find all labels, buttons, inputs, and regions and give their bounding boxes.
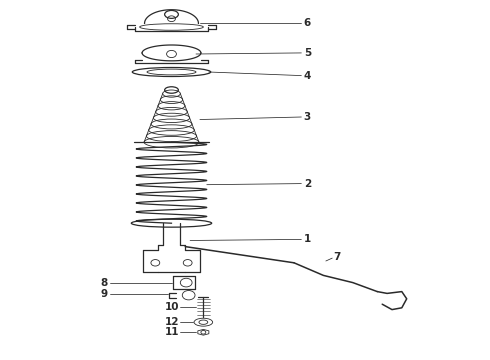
Text: 1: 1 xyxy=(304,234,311,244)
Text: 11: 11 xyxy=(164,327,179,337)
Text: 6: 6 xyxy=(304,18,311,28)
Text: 12: 12 xyxy=(164,317,179,327)
Text: 8: 8 xyxy=(100,278,108,288)
Text: 9: 9 xyxy=(100,289,108,300)
Text: 4: 4 xyxy=(304,71,311,81)
Text: 7: 7 xyxy=(333,252,341,262)
Text: 2: 2 xyxy=(304,179,311,189)
Text: 3: 3 xyxy=(304,112,311,122)
Text: 10: 10 xyxy=(164,302,179,312)
Text: 5: 5 xyxy=(304,48,311,58)
